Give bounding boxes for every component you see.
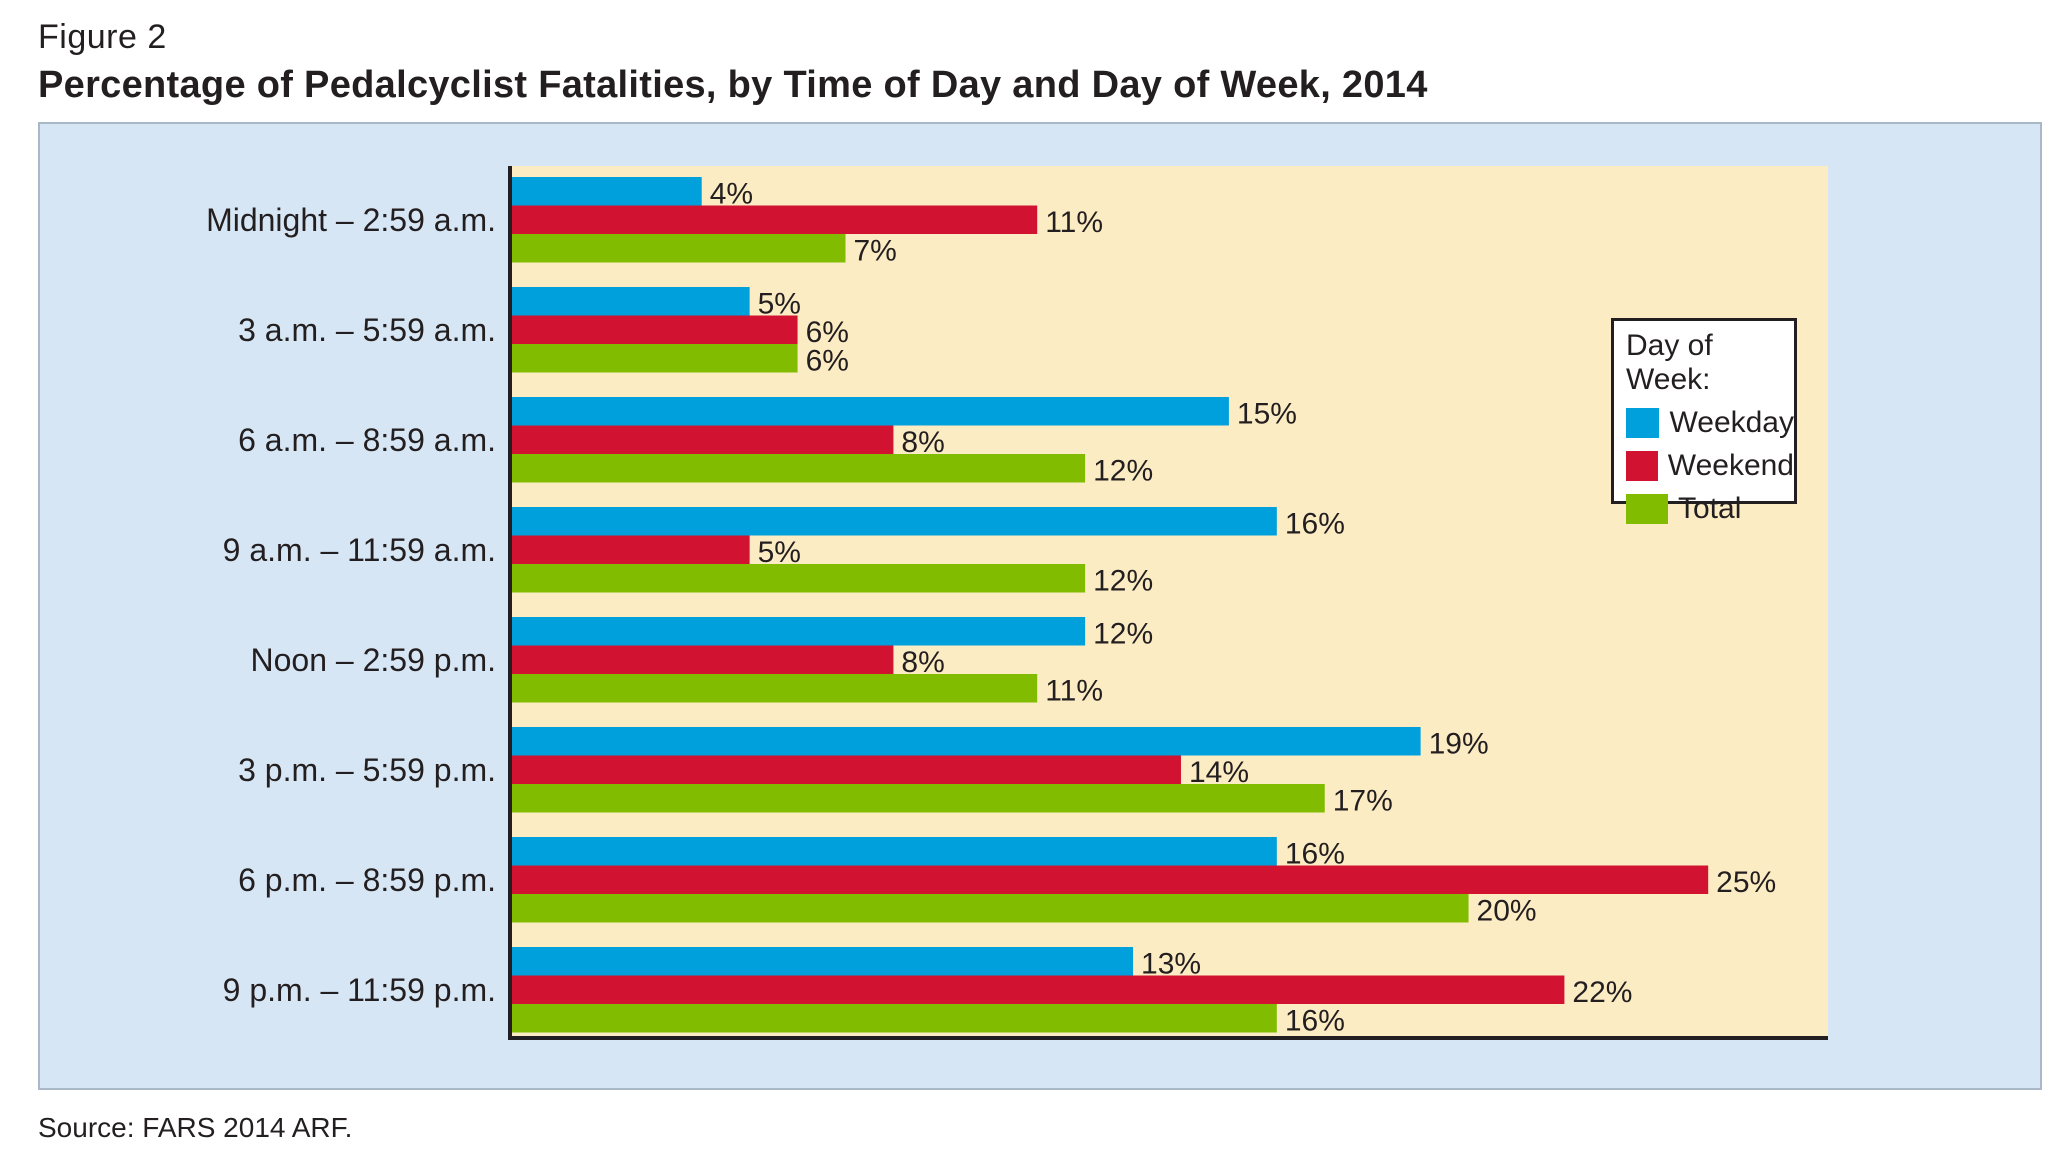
bar-total — [510, 344, 798, 373]
legend-label-weekend: Weekend — [1667, 448, 1794, 482]
legend-label-weekday: Weekday — [1669, 405, 1794, 439]
data-label: 4% — [710, 178, 753, 211]
data-label: 14% — [1189, 756, 1249, 789]
category-label: 6 p.m. – 8:59 p.m. — [238, 862, 496, 898]
legend-item-weekend: Weekend — [1626, 444, 1794, 487]
data-label: 5% — [758, 288, 801, 321]
data-label: 20% — [1477, 895, 1537, 928]
bar-weekend — [510, 645, 894, 674]
bar-total — [510, 894, 1469, 923]
data-label: 16% — [1285, 838, 1345, 871]
bar-weekend — [510, 975, 1565, 1004]
bar-weekend — [510, 205, 1038, 234]
data-label: 8% — [901, 646, 944, 679]
data-label: 16% — [1285, 1005, 1345, 1038]
legend-item-weekday: Weekday — [1626, 401, 1794, 444]
bar-total — [510, 564, 1086, 593]
data-label: 22% — [1572, 976, 1632, 1009]
category-label: Noon – 2:59 p.m. — [251, 642, 496, 678]
bar-weekend — [510, 315, 798, 344]
bar-weekday — [510, 837, 1277, 866]
category-label: 9 a.m. – 11:59 a.m. — [223, 532, 496, 568]
bar-weekend — [510, 755, 1181, 784]
bar-total — [510, 234, 846, 263]
category-label: Midnight – 2:59 a.m. — [206, 202, 496, 238]
bar-weekday — [510, 287, 750, 316]
bar-total — [510, 674, 1038, 703]
legend-label-total: Total — [1678, 491, 1742, 525]
source-note: Source: FARS 2014 ARF. — [38, 1112, 353, 1143]
data-label: 11% — [1045, 206, 1103, 239]
data-label: 8% — [901, 426, 944, 459]
bar-weekday — [510, 507, 1277, 536]
data-label: 6% — [806, 316, 849, 349]
legend: Day of Week: Weekday Weekend Total — [1611, 318, 1797, 525]
bar-weekend — [510, 535, 750, 564]
data-label: 15% — [1237, 398, 1297, 431]
data-label: 12% — [1093, 618, 1153, 651]
data-label: 16% — [1285, 508, 1345, 541]
data-label: 7% — [853, 235, 896, 268]
data-label: 17% — [1333, 785, 1393, 818]
category-label: 3 a.m. – 5:59 a.m. — [238, 312, 496, 348]
category-label: 9 p.m. – 11:59 p.m. — [223, 972, 496, 1008]
legend-swatch-total — [1626, 493, 1668, 524]
bar-weekday — [510, 617, 1086, 646]
figure-label: Figure 2 — [38, 18, 167, 56]
bar-weekday — [510, 727, 1421, 756]
data-label: 5% — [758, 536, 801, 569]
data-label: 12% — [1093, 455, 1153, 488]
legend-swatch-weekend — [1626, 450, 1658, 481]
bar-weekday — [510, 177, 702, 206]
data-label: 6% — [806, 345, 849, 378]
legend-title: Day of Week: — [1626, 329, 1713, 396]
bar-weekend — [510, 425, 894, 454]
category-label: 3 p.m. – 5:59 p.m. — [238, 752, 496, 788]
bar-weekday — [510, 397, 1229, 426]
data-label: 19% — [1429, 728, 1489, 761]
bar-total — [510, 454, 1086, 483]
data-label: 12% — [1093, 565, 1153, 598]
chart-title: Percentage of Pedalcyclist Fatalities, b… — [38, 64, 1428, 106]
bar-total — [510, 784, 1325, 813]
legend-item-total: Total — [1626, 487, 1794, 530]
category-label: 6 a.m. – 8:59 a.m. — [238, 422, 496, 458]
legend-swatch-weekday — [1626, 407, 1660, 438]
data-label: 13% — [1141, 948, 1201, 981]
data-label: 25% — [1716, 866, 1776, 899]
data-label: 11% — [1045, 675, 1103, 708]
bar-weekday — [510, 947, 1134, 976]
bar-total — [510, 1004, 1277, 1033]
bar-weekend — [510, 865, 1709, 894]
